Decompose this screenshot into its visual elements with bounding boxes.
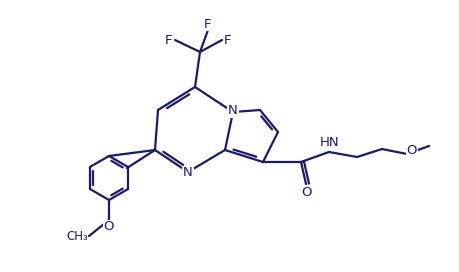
Text: N: N bbox=[228, 104, 237, 118]
Text: CH₃: CH₃ bbox=[66, 230, 88, 243]
Text: O: O bbox=[104, 221, 114, 233]
Text: O: O bbox=[406, 144, 416, 157]
Text: F: F bbox=[224, 33, 231, 47]
Text: F: F bbox=[204, 17, 211, 30]
Text: HN: HN bbox=[319, 137, 339, 150]
Text: F: F bbox=[165, 33, 173, 47]
Text: N: N bbox=[183, 166, 192, 180]
Text: O: O bbox=[301, 186, 312, 199]
